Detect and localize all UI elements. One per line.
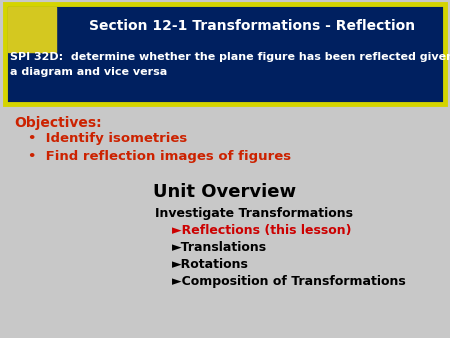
Text: Objectives:: Objectives: (14, 116, 102, 130)
FancyBboxPatch shape (8, 7, 56, 52)
Text: ►Reflections (this lesson): ►Reflections (this lesson) (172, 224, 351, 237)
Text: ►Rotations: ►Rotations (172, 258, 249, 271)
Text: a diagram and vice versa: a diagram and vice versa (10, 67, 167, 77)
Text: Section 12-1 Transformations - Reflection: Section 12-1 Transformations - Reflectio… (89, 19, 415, 33)
Text: •  Identify isometries: • Identify isometries (28, 132, 187, 145)
Text: •  Find reflection images of figures: • Find reflection images of figures (28, 150, 291, 163)
Text: ►Composition of Transformations: ►Composition of Transformations (172, 275, 406, 288)
Text: Unit Overview: Unit Overview (153, 183, 297, 201)
Text: SPI 32D:  determine whether the plane figure has been reflected given: SPI 32D: determine whether the plane fig… (10, 52, 450, 62)
FancyBboxPatch shape (5, 4, 445, 104)
Text: ►Translations: ►Translations (172, 241, 267, 254)
Text: Investigate Transformations: Investigate Transformations (155, 207, 353, 220)
